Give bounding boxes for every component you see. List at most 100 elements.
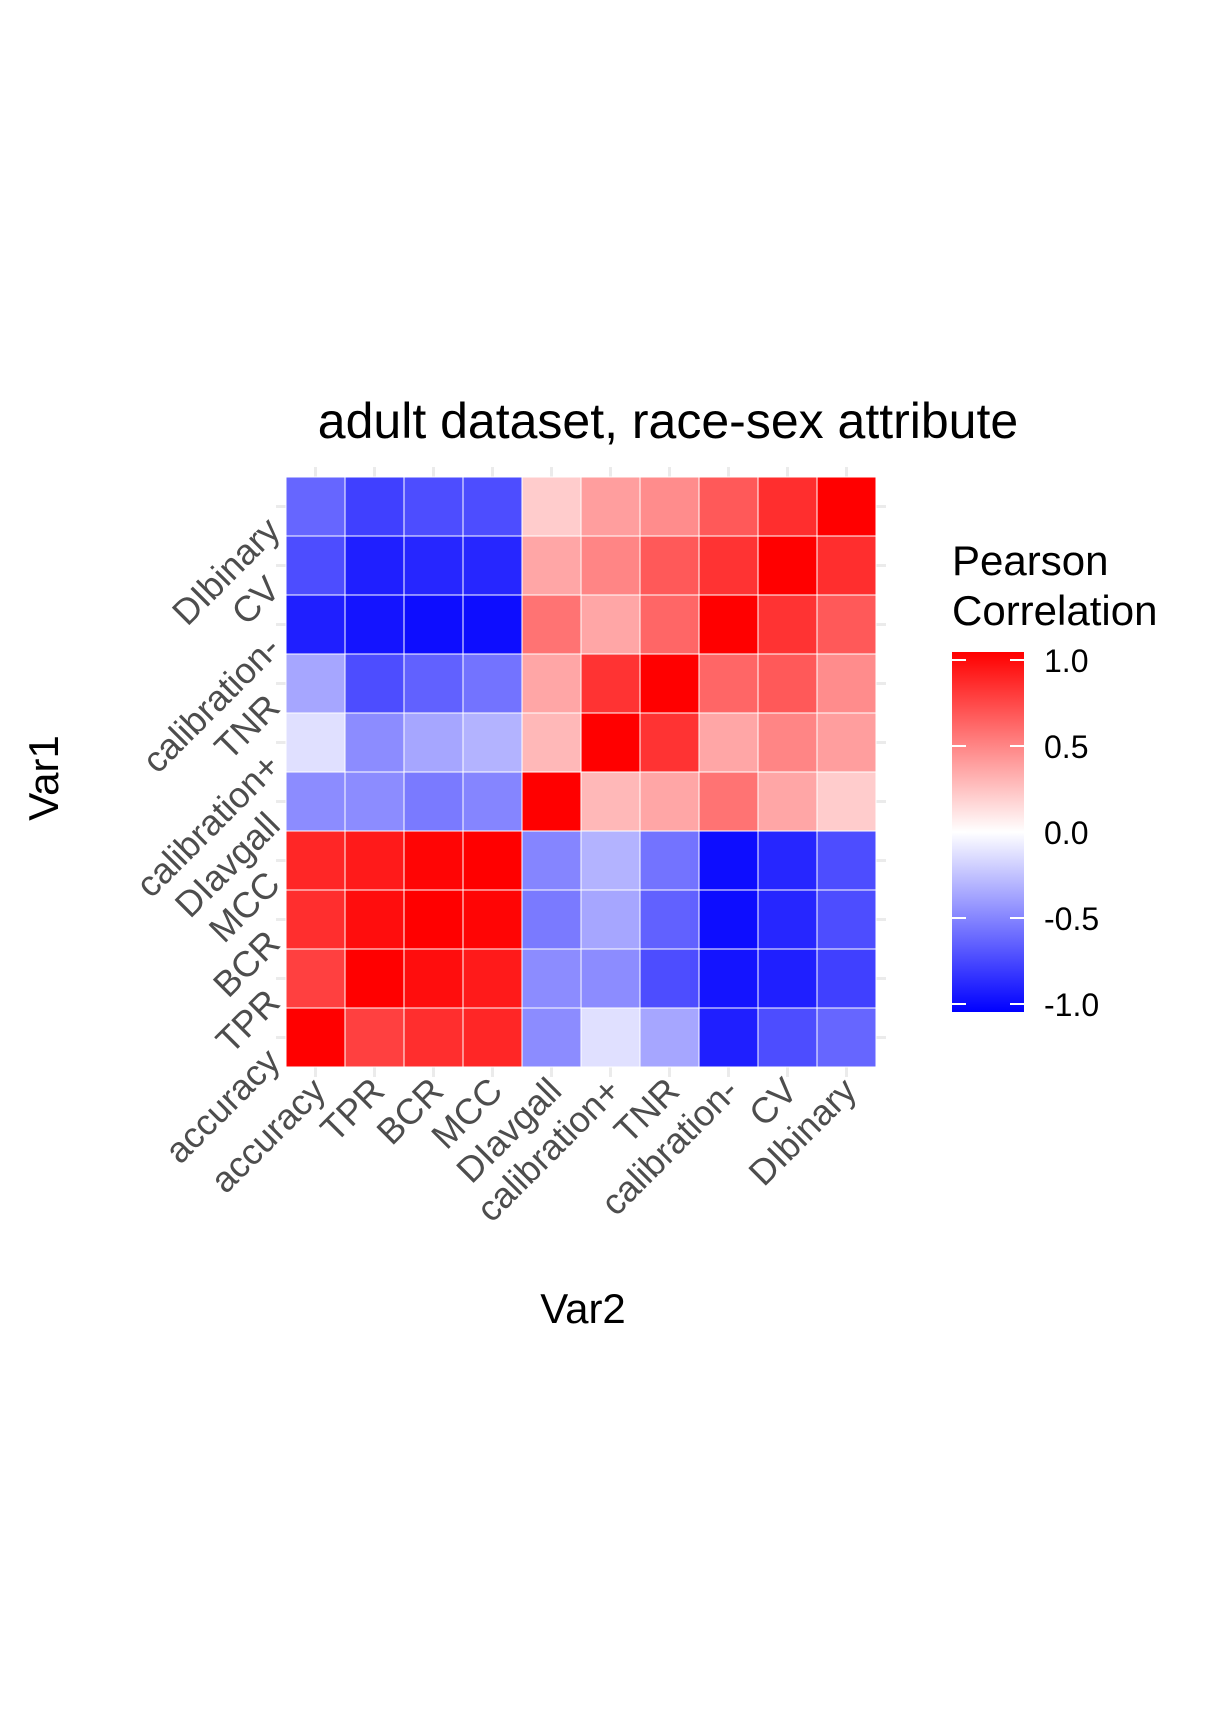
heatmap-cell [580,712,641,773]
legend-tick-label: 1.0 [1044,643,1088,679]
heatmap-cell [403,594,464,655]
heatmap-cell [462,889,523,950]
heatmap-cell [521,653,582,714]
legend: Pearson Correlation 1.0 0.5 0.0 -0.5 -1.0 [952,537,1157,1023]
heatmap-cell [816,889,877,950]
heatmap-cells [285,476,877,1068]
heatmap-cell [285,771,346,832]
heatmap-cell [403,889,464,950]
heatmap-cell [344,712,405,773]
heatmap-cell [462,712,523,773]
heatmap-cell [580,594,641,655]
heatmap-cell [698,889,759,950]
heatmap-cell [462,1007,523,1068]
heatmap-cell [462,948,523,1009]
heatmap-cell [580,830,641,891]
heatmap-cell [521,830,582,891]
heatmap-cell [521,771,582,832]
heatmap-cell [757,830,818,891]
heatmap-cell [521,1007,582,1068]
heatmap-cell [580,476,641,537]
heatmap-cell [639,594,700,655]
heatmap-cell [403,535,464,596]
heatmap-cell [698,476,759,537]
heatmap-cell [344,476,405,537]
heatmap-cell [521,948,582,1009]
heatmap-cell [462,653,523,714]
heatmap-cell [816,653,877,714]
heatmap-cell [462,535,523,596]
heatmap-cell [816,712,877,773]
heatmap-cell [698,948,759,1009]
heatmap-cell [344,1007,405,1068]
heatmap-cell [521,535,582,596]
heatmap-cell [285,594,346,655]
heatmap-cell [580,948,641,1009]
legend-title-line-2: Correlation [952,587,1157,634]
heatmap-cell [344,771,405,832]
heatmap-cell [285,948,346,1009]
legend-title-line-1: Pearson [952,537,1108,584]
heatmap-cell [462,594,523,655]
heatmap-cell [698,771,759,832]
heatmap-cell [521,889,582,950]
heatmap-cell [344,889,405,950]
heatmap-cell [285,830,346,891]
heatmap-cell [698,535,759,596]
heatmap-cell [757,535,818,596]
heatmap-cell [521,476,582,537]
heatmap-cell [757,476,818,537]
heatmap-cell [757,653,818,714]
x-axis-tick-labels: accuracyTPRBCRMCCDIavgallcalibration+TNR… [202,1070,864,1230]
heatmap-cell [521,712,582,773]
heatmap-cell [403,771,464,832]
heatmap-cell [462,476,523,537]
heatmap-cell [757,889,818,950]
heatmap-cell [462,830,523,891]
heatmap-cell [639,830,700,891]
heatmap-cell [816,594,877,655]
heatmap-cell [698,594,759,655]
heatmap-cell [698,712,759,773]
chart-title: adult dataset, race-sex attribute [318,393,1018,449]
heatmap-cell [285,712,346,773]
heatmap-cell [580,1007,641,1068]
heatmap-cell [403,830,464,891]
heatmap-cell [580,535,641,596]
heatmap-cell [285,476,346,537]
heatmap-cell [521,594,582,655]
heatmap-cell [816,1007,877,1068]
heatmap-cell [816,948,877,1009]
heatmap-cell [285,653,346,714]
heatmap-cell [403,948,464,1009]
x-tick-label: TPR [312,1070,392,1150]
legend-ticks: 1.0 0.5 0.0 -0.5 -1.0 [952,643,1099,1023]
heatmap-cell [639,653,700,714]
heatmap-cell [816,535,877,596]
legend-tick-label: -1.0 [1044,987,1099,1023]
heatmap-cell [639,771,700,832]
heatmap-cell [816,771,877,832]
heatmap-cell [344,594,405,655]
heatmap-cell [403,476,464,537]
heatmap-cell [639,1007,700,1068]
heatmap-cell [757,771,818,832]
heatmap-cell [698,1007,759,1068]
heatmap-cell [285,889,346,950]
heatmap-cell [462,771,523,832]
heatmap-cell [639,476,700,537]
heatmap-cell [403,712,464,773]
heatmap-cell [344,535,405,596]
heatmap-cell [344,830,405,891]
heatmap-cell [639,948,700,1009]
legend-tick-label: 0.5 [1044,729,1088,765]
heatmap-cell [639,712,700,773]
x-axis-title: Var2 [540,1285,626,1332]
heatmap-cell [580,771,641,832]
heatmap-cell [757,948,818,1009]
heatmap-cell [344,653,405,714]
heatmap-cell [757,712,818,773]
heatmap-cell [639,889,700,950]
y-tick-label: TPR [208,981,288,1061]
